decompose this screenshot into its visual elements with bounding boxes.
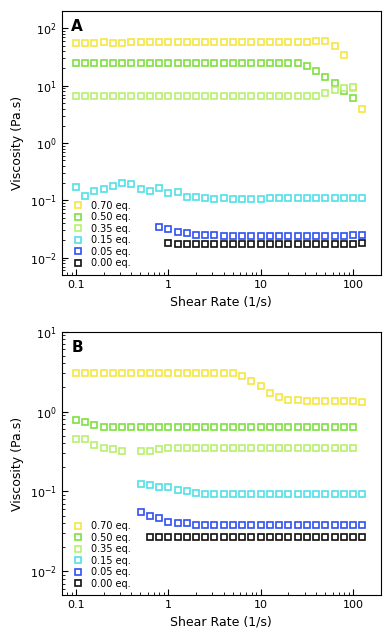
Text: A: A <box>71 19 83 34</box>
Legend: 0.70 eq., 0.50 eq., 0.35 eq., 0.15 eq., 0.05 eq., 0.00 eq.: 0.70 eq., 0.50 eq., 0.35 eq., 0.15 eq., … <box>66 520 132 591</box>
Y-axis label: Viscosity (Pa.s): Viscosity (Pa.s) <box>11 417 24 511</box>
Y-axis label: Viscosity (Pa.s): Viscosity (Pa.s) <box>11 96 24 190</box>
Text: B: B <box>71 340 83 355</box>
X-axis label: Shear Rate (1/s): Shear Rate (1/s) <box>171 296 272 308</box>
X-axis label: Shear Rate (1/s): Shear Rate (1/s) <box>171 616 272 629</box>
Legend: 0.70 eq., 0.50 eq., 0.35 eq., 0.15 eq., 0.05 eq., 0.00 eq.: 0.70 eq., 0.50 eq., 0.35 eq., 0.15 eq., … <box>66 199 132 270</box>
